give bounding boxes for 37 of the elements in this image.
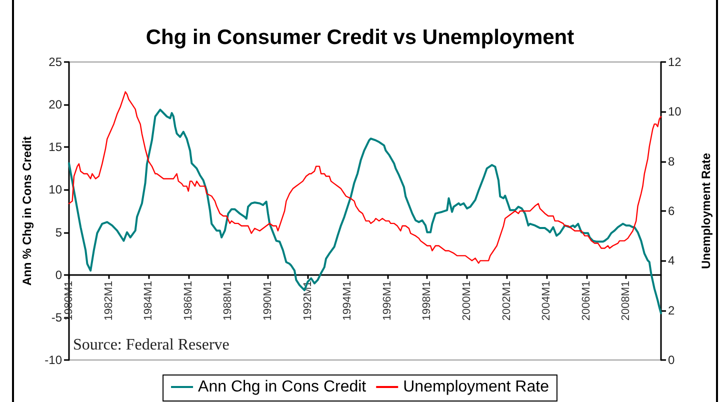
x-tick-label: 1992M1 [302, 280, 314, 321]
y-tick-label: 5 [55, 225, 62, 240]
x-tick-label: 2008M1 [620, 280, 632, 321]
y2-tick-label: 0 [668, 353, 675, 367]
y-tick-label: 15 [48, 140, 62, 154]
y-axis-title: Ann % Chg in Cons Credit [20, 136, 34, 286]
y-tick-label: -5 [51, 310, 62, 324]
y2-axis-title: Unemployment Rate [699, 152, 713, 270]
x-tick-label: 1982M1 [102, 280, 115, 321]
legend-label: Ann Chg in Cons Credit [198, 378, 367, 396]
x-tick-label: 1996M1 [381, 280, 394, 321]
legend-label: Unemployment Rate [403, 378, 550, 396]
y-tick-label: 10 [48, 182, 62, 197]
y-tick-label: 20 [48, 98, 62, 112]
x-tick-label: 1986M1 [182, 280, 194, 321]
y2-tick-label: 12 [668, 55, 682, 69]
line-series [68, 91, 662, 264]
chart-title: Chg in Consumer Credit vs Unemployment [146, 26, 574, 49]
x-tick-label: 2002M1 [500, 280, 513, 321]
x-tick-label: 1988M1 [222, 280, 234, 321]
x-tick-label: 2006M1 [580, 280, 592, 321]
y2-tick-label: 8 [668, 154, 675, 168]
x-tick-label: 1998M1 [421, 280, 434, 321]
y2-tick-label: 4 [668, 254, 675, 268]
y2-tick-label: 10 [668, 104, 682, 119]
x-tick-label: 2004M1 [540, 280, 553, 321]
y2-tick-label: 2 [668, 303, 675, 318]
y-tick-label: 25 [48, 55, 62, 69]
y2-tick-label: 6 [668, 204, 675, 218]
annotation: Source: Federal Reserve [73, 336, 230, 354]
x-tick-label: 1994M1 [342, 280, 354, 321]
x-tick-label: 2000M1 [460, 280, 473, 321]
y-tick-label: 0 [55, 268, 62, 282]
x-tick-label: 1990M1 [262, 280, 274, 321]
x-tick-label: 1984M1 [142, 280, 155, 321]
y-tick-label: -10 [44, 353, 62, 367]
x-tick-label: 1980M1 [63, 280, 75, 321]
